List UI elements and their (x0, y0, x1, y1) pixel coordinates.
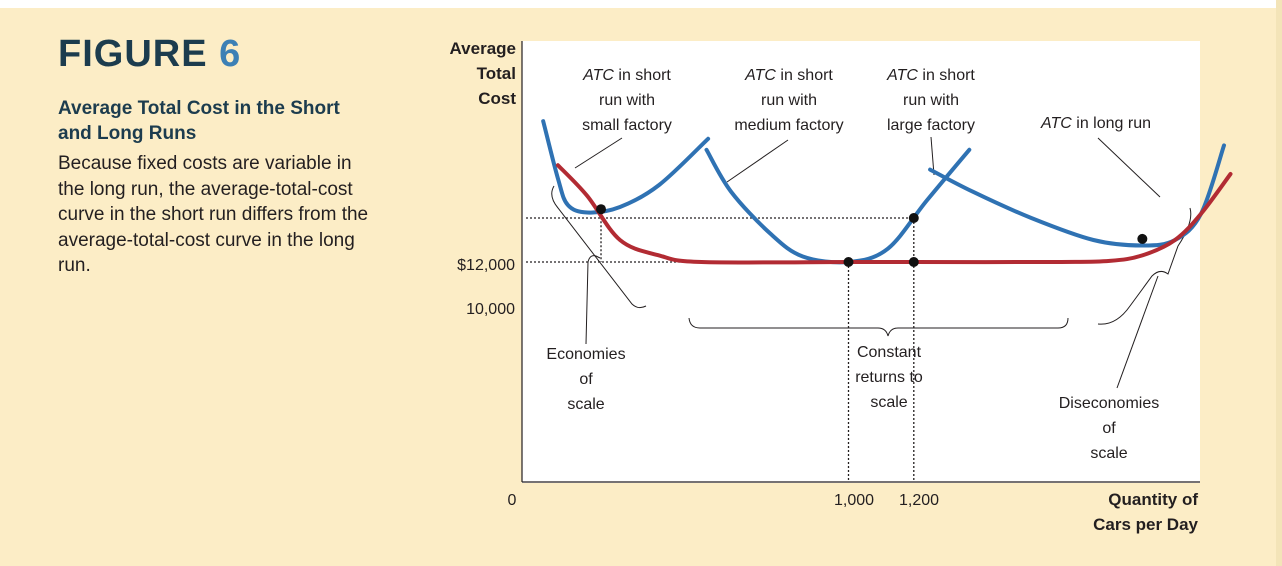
label-large-factory-line: run with (903, 92, 959, 109)
y-axis-label-line: Cost (478, 89, 516, 108)
x-axis-label-line: Quantity of (1108, 490, 1198, 509)
marked-points (596, 204, 1148, 267)
leader-medium-factory (726, 139, 789, 183)
y-tick-label-12000: $12,000 (457, 257, 515, 274)
label-diseconomies-line: Diseconomies (1059, 395, 1159, 412)
y-axis-label-line: Average (450, 39, 516, 58)
figure-label: FIGURE (58, 33, 208, 75)
curve-short-run-1 (541, 119, 711, 215)
leader-large-factory (930, 136, 935, 176)
label-small-factory-line: ATC in short (582, 67, 671, 84)
label-economies-of-scale: Economies of scale (546, 346, 625, 413)
y-tick-label-10000: 10,000 (466, 301, 515, 318)
label-constant-returns: Constant returns to scale (855, 344, 923, 411)
marked-point-2 (843, 257, 854, 267)
label-small-factory: ATC in short run with small factory (582, 67, 672, 134)
x-tick-label-1000: 1,000 (834, 492, 874, 509)
label-economies-line: scale (567, 396, 604, 413)
label-medium-factory-line: medium factory (734, 117, 843, 134)
label-constant-line: scale (870, 394, 907, 411)
figure-title: FIGURE 6 (58, 33, 241, 76)
marked-point-5 (1137, 233, 1148, 244)
bracket-constant (688, 317, 1069, 337)
leader-economies (585, 255, 601, 345)
figure-subtitle: Average Total Cost in the Short and Long… (58, 98, 340, 144)
label-small-factory-line: small factory (582, 117, 672, 134)
leader-lines (574, 136, 1161, 389)
leader-diseconomies (1116, 275, 1159, 389)
leader-long-run (1097, 137, 1161, 198)
origin-label: 0 (508, 492, 517, 509)
y-axis-label: Average Total Cost (450, 39, 517, 108)
label-economies-line: Economies (546, 346, 625, 363)
marked-point-3 (908, 257, 919, 267)
label-large-factory-line: large factory (887, 117, 975, 134)
label-small-factory-line: run with (599, 92, 655, 109)
leader-small-factory (574, 137, 623, 169)
label-long-run: ATC in long run (1040, 115, 1151, 132)
label-large-factory: ATC in short run with large factory (886, 67, 975, 134)
y-axis-label-line: Total (477, 64, 516, 83)
label-medium-factory-line: run with (761, 92, 817, 109)
marked-point-4 (908, 213, 919, 223)
label-medium-factory-line: ATC in short (744, 67, 833, 84)
x-tick-label-1200: 1,200 (899, 492, 939, 509)
label-constant-line: Constant (857, 344, 922, 361)
figure-caption: Because fixed costs are variable in the … (58, 153, 369, 276)
x-axis-label-line: Cars per Day (1093, 515, 1198, 534)
label-diseconomies-line: of (1102, 420, 1116, 437)
label-constant-line: returns to (855, 369, 923, 386)
label-long-run-line: ATC in long run (1040, 115, 1151, 132)
label-medium-factory: ATC in short run with medium factory (734, 67, 843, 134)
label-diseconomies-of-scale: Diseconomies of scale (1059, 395, 1159, 462)
page-edge (1276, 0, 1282, 566)
figure-number: 6 (219, 33, 242, 75)
label-diseconomies-line: scale (1090, 445, 1127, 462)
label-economies-line: of (579, 371, 593, 388)
marked-point-1 (596, 204, 607, 215)
x-axis-label: Quantity of Cars per Day (1093, 490, 1198, 534)
label-large-factory-line: ATC in short (886, 67, 975, 84)
